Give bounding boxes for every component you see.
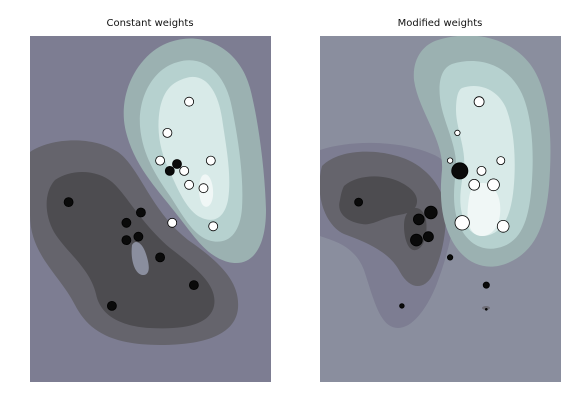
chart-title-modified-weights: Modified weights <box>397 18 483 29</box>
white-data-point <box>179 165 190 176</box>
black-data-point <box>424 205 438 220</box>
white-data-point <box>446 157 454 164</box>
black-data-point <box>133 231 144 242</box>
white-data-point <box>496 220 510 233</box>
black-data-point <box>482 281 490 289</box>
black-data-point <box>451 162 469 180</box>
black-data-point <box>155 252 166 263</box>
white-data-point <box>487 178 500 192</box>
black-data-point <box>484 307 488 311</box>
chart-title-constant-weights: Constant weights <box>106 18 194 29</box>
white-data-point <box>496 156 506 166</box>
black-data-point <box>164 165 175 176</box>
black-data-point <box>107 300 117 311</box>
black-data-point <box>188 280 199 291</box>
white-data-point <box>167 217 178 228</box>
white-data-point <box>476 165 487 176</box>
white-data-point <box>454 215 470 231</box>
white-data-point <box>454 129 461 136</box>
contour-region-dark-inner <box>46 171 215 329</box>
black-data-point <box>63 197 74 208</box>
white-data-point <box>198 183 209 194</box>
white-data-point <box>468 179 481 191</box>
white-data-point <box>155 155 166 166</box>
contour-region-dark-inner <box>339 176 418 225</box>
black-data-point <box>422 231 434 243</box>
black-data-point <box>399 303 405 309</box>
data-points-constant-weights <box>63 96 219 311</box>
black-data-point <box>354 197 364 207</box>
white-data-point <box>162 127 173 138</box>
white-data-point <box>208 221 219 232</box>
data-points-modified-weights <box>354 96 510 311</box>
white-data-point <box>184 179 195 190</box>
contour-region-light-core <box>467 182 501 236</box>
black-data-point <box>172 159 182 169</box>
black-data-point <box>412 213 425 226</box>
black-data-point <box>121 235 132 246</box>
black-data-point <box>410 233 423 247</box>
white-data-point <box>184 96 195 107</box>
contour-region-dark-core <box>131 241 149 276</box>
white-data-point <box>205 155 216 166</box>
black-data-point <box>135 207 146 218</box>
contour-region-small-blob <box>482 306 490 310</box>
contour-plot-constant-weights <box>30 36 271 382</box>
contour-plot-modified-weights <box>320 36 561 382</box>
black-data-point <box>446 254 454 261</box>
black-data-point <box>121 217 132 228</box>
white-data-point <box>473 96 485 108</box>
